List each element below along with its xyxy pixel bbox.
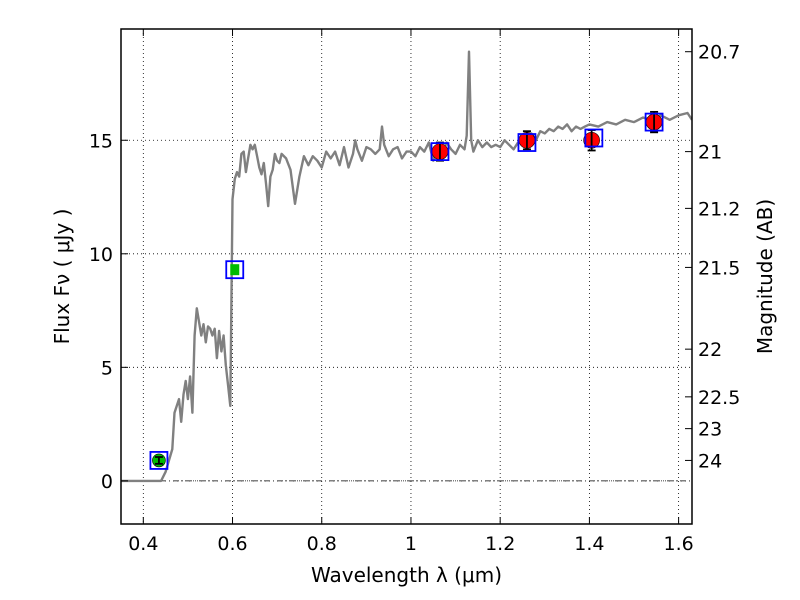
y-tick-label: 5 [101,357,113,379]
y-tick-label: 15 [89,130,113,152]
x-tick-label: 1.4 [574,533,604,555]
right-tick-label: 20.7 [698,42,740,64]
right-tick-label: 22.5 [698,387,740,409]
grid-lines [121,29,692,524]
model-band-marker [430,142,450,162]
right-tick-label: 21 [698,142,722,164]
x-tick-label: 1.2 [485,533,515,555]
y-axis-label: Flux Fν ( μJy ) [50,209,74,345]
y-axis-ticks: 0 5 10 15 [89,130,128,493]
x-tick-label: 1.6 [664,533,694,555]
model-band-marker [584,128,604,148]
y-tick-label: 10 [89,244,113,266]
model-band-marker [517,133,537,152]
right-tick-label: 24 [698,450,722,472]
y-tick-label: 0 [101,471,113,493]
right-axis-label: Magnitude (AB) [753,199,777,354]
x-tick-label: 0.4 [128,533,158,555]
x-tick-label: 1 [405,533,417,555]
plot-clipped [121,50,692,483]
right-axis-ticks: 20.7 21 21.2 21.5 22 22.5 23 24 [685,42,740,472]
right-tick-label: 21.2 [698,198,740,220]
right-tick-label: 22 [698,339,722,361]
right-tick-label: 23 [698,419,722,441]
axes-frame [120,28,693,525]
sed-model-line [121,50,692,483]
observed-point-ground-square [230,264,240,276]
model-band-marker [225,260,245,280]
right-tick-label: 21.5 [698,257,740,279]
x-axis-label: Wavelength λ (μm) [311,563,502,587]
plot-area [121,50,692,483]
x-tick-label: 0.8 [307,533,337,555]
x-axis-ticks: 0.4 0.6 0.8 1 1.2 1.4 1.6 [128,29,694,555]
x-tick-label: 0.6 [217,533,247,555]
model-band-marker [149,451,169,470]
model-band-marker [644,112,664,132]
